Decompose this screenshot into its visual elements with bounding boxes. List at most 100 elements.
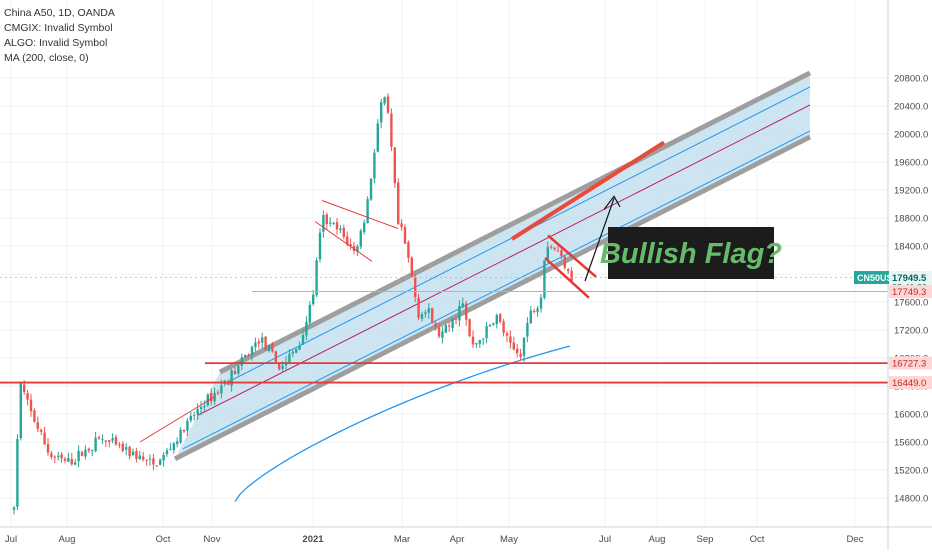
candle-body <box>169 448 172 450</box>
x-tick-label: Oct <box>156 534 171 545</box>
legend-indicator: CMGIX: Invalid Symbol <box>4 22 113 34</box>
candle-body <box>492 323 495 325</box>
candle-body <box>400 223 403 228</box>
flag-upper <box>547 234 597 278</box>
candle-body <box>342 227 345 238</box>
candle-body <box>369 178 373 200</box>
candle-body <box>142 456 145 460</box>
breakout-target-line <box>510 140 666 241</box>
candle-body <box>189 415 192 421</box>
candle-body <box>539 297 543 309</box>
candle-body <box>240 357 243 366</box>
candle-body <box>26 393 29 400</box>
x-tick-label: Mar <box>394 534 410 545</box>
symbol-tag: CN50USD <box>857 273 900 283</box>
candle-body <box>12 507 16 510</box>
candle-body <box>410 257 413 277</box>
candle-body <box>288 354 291 363</box>
candle-body <box>87 448 90 451</box>
candle-body <box>397 182 400 225</box>
candle-body <box>216 392 220 394</box>
candle-body <box>420 314 424 319</box>
candle-body <box>230 370 233 386</box>
candle-body <box>318 232 322 260</box>
candle-body <box>488 324 492 327</box>
candle-body <box>499 314 502 322</box>
candle-body <box>57 455 60 458</box>
candle-body <box>159 459 162 465</box>
candle-body <box>366 199 369 223</box>
y-tick-label: 18400.0 <box>894 242 928 253</box>
candle-body <box>36 422 39 429</box>
candle-body <box>553 247 556 250</box>
candle-body <box>329 222 332 224</box>
x-tick-label: 2021 <box>302 534 324 545</box>
candle-body <box>114 437 118 445</box>
candle-body <box>291 351 294 354</box>
candle-body <box>526 322 529 337</box>
candle-body <box>386 96 390 113</box>
candle-body <box>46 443 50 453</box>
candle-body <box>393 147 396 184</box>
candle-body <box>465 303 468 320</box>
level-2-label: 16727.3 <box>892 359 926 370</box>
x-tick-label: Sep <box>697 534 714 545</box>
candle-body <box>478 340 481 344</box>
y-tick-label: 19600.0 <box>894 158 928 169</box>
candle-body <box>267 345 271 351</box>
candle-body <box>424 312 427 314</box>
candle-body <box>91 449 94 451</box>
x-tick-label: Dec <box>847 534 864 545</box>
candle-body <box>380 102 383 123</box>
candle-body <box>118 444 121 446</box>
candle-body <box>339 228 342 231</box>
x-tick-label: Nov <box>204 534 221 545</box>
candle-body <box>356 246 359 252</box>
candle-body <box>390 113 393 147</box>
channel-upper-border <box>218 70 812 375</box>
candle-body <box>193 415 196 417</box>
candle-body <box>536 308 539 312</box>
candle-body <box>70 459 73 465</box>
candle-body <box>63 458 67 461</box>
candle-body <box>322 215 325 232</box>
level-3-label-bg <box>889 376 932 390</box>
candle-body <box>414 277 417 298</box>
candle-body <box>281 365 284 369</box>
candle-body <box>332 223 335 225</box>
candle-body <box>16 439 19 507</box>
annotation-box <box>608 227 774 279</box>
flag-early-lower <box>314 221 373 262</box>
x-tick-label: Jul <box>599 534 611 545</box>
candle-body <box>363 222 366 233</box>
candle-body <box>247 354 250 356</box>
y-tick-label: 20800.0 <box>894 74 928 85</box>
candle-body <box>172 443 175 450</box>
candle-body <box>67 457 70 462</box>
candle-body <box>19 383 22 439</box>
candle-body <box>417 297 420 318</box>
candle-body <box>305 322 308 336</box>
flag-lower <box>544 256 590 299</box>
candle-body <box>407 242 410 258</box>
candle-body <box>437 327 441 337</box>
legend-indicator: MA (200, close, 0) <box>4 52 89 64</box>
candle-body <box>485 326 488 338</box>
y-tick-label: 17200.0 <box>894 326 928 337</box>
candle-body <box>182 430 186 432</box>
flag-early-upper <box>321 200 399 229</box>
candle-body <box>546 247 549 260</box>
candle-body <box>152 458 155 465</box>
candle-body <box>101 439 104 441</box>
candle-body <box>519 353 522 358</box>
candle-body <box>502 321 505 333</box>
candle-body <box>176 441 179 444</box>
candle-body <box>128 446 131 457</box>
candle-body <box>199 406 203 409</box>
x-tick-label: May <box>500 534 518 545</box>
candle-body <box>529 310 532 324</box>
candle-body <box>458 306 461 321</box>
candle-body <box>33 410 36 422</box>
y-tick-label: 18800.0 <box>894 214 928 225</box>
